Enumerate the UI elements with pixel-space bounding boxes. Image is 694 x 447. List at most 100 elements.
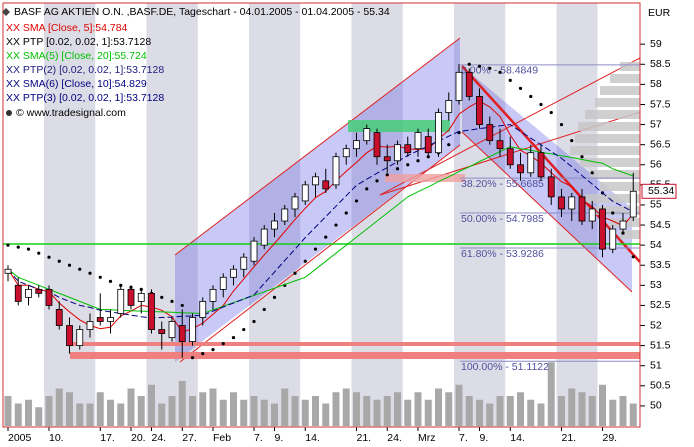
channel-line bbox=[174, 37, 461, 256]
sar-dot bbox=[570, 139, 574, 143]
candle-body bbox=[45, 288, 53, 306]
sar-dot bbox=[416, 159, 420, 163]
candle-body bbox=[578, 196, 586, 222]
volume-bar bbox=[558, 396, 565, 426]
candle-body bbox=[219, 276, 227, 290]
candle-body bbox=[537, 152, 545, 178]
x-tick-label: 29. bbox=[603, 432, 618, 444]
sar-dot bbox=[47, 255, 51, 259]
sar-dot bbox=[365, 187, 369, 191]
sar-dot bbox=[108, 279, 113, 283]
candle-body bbox=[271, 220, 278, 230]
y-tick-label: 50.5 bbox=[650, 380, 671, 392]
sar-dot bbox=[375, 179, 379, 183]
sar-dot bbox=[611, 211, 615, 215]
volume-bar bbox=[537, 403, 545, 426]
volume-bar bbox=[619, 396, 627, 426]
legend-entry: XX PTP(2) [0.02, 0.02, 1]:53.7128 bbox=[6, 64, 164, 76]
candle-body bbox=[281, 208, 289, 222]
sar-dot bbox=[88, 271, 92, 275]
volume-bar bbox=[127, 388, 135, 426]
volume-bar bbox=[383, 396, 391, 426]
sar-dot bbox=[98, 275, 102, 279]
volume-bar bbox=[137, 396, 145, 426]
candle-body bbox=[86, 321, 94, 330]
volume-bar bbox=[55, 388, 63, 426]
candle-body bbox=[424, 136, 432, 154]
volume-bar bbox=[260, 399, 268, 426]
sar-dot bbox=[67, 263, 72, 267]
candle-body bbox=[547, 176, 555, 198]
volume-bar bbox=[4, 396, 12, 426]
candle-body bbox=[158, 329, 166, 334]
volume-bar bbox=[609, 399, 617, 426]
y-tick-label: 54.5 bbox=[650, 219, 671, 231]
sar-dot bbox=[559, 122, 564, 127]
volume-bar bbox=[148, 384, 155, 426]
sar-dot bbox=[26, 247, 31, 251]
volume-bar bbox=[107, 399, 114, 426]
volume-bar bbox=[394, 392, 401, 426]
x-tick-label: 9. bbox=[480, 432, 489, 444]
candle-body bbox=[148, 292, 155, 330]
volume-bar bbox=[414, 392, 422, 426]
candle-body bbox=[55, 309, 63, 326]
volume-bar bbox=[353, 392, 360, 426]
sar-dot bbox=[293, 271, 297, 275]
sar-dot bbox=[539, 102, 543, 107]
x-tick-label: 21. bbox=[357, 432, 372, 444]
volume-bar bbox=[476, 399, 483, 426]
volume-bar bbox=[465, 396, 473, 426]
candle-body bbox=[168, 321, 176, 338]
y-tick-label: 56 bbox=[650, 159, 662, 171]
x-tick-label: 9. bbox=[275, 432, 284, 444]
sar-dot bbox=[385, 173, 389, 177]
candle-body bbox=[465, 71, 473, 97]
y-tick-label: 55 bbox=[650, 199, 662, 211]
y-tick-label: 50 bbox=[650, 400, 662, 412]
volume-bar bbox=[301, 399, 309, 426]
falling-channel bbox=[462, 66, 632, 292]
volume-bar bbox=[332, 392, 340, 426]
candle-body bbox=[506, 148, 514, 166]
y-tick-label: 59 bbox=[650, 38, 662, 50]
candle-body bbox=[383, 156, 391, 162]
sar-dot bbox=[508, 78, 512, 82]
volume-bar bbox=[568, 388, 576, 426]
candle-body bbox=[260, 228, 268, 246]
candle-body bbox=[394, 144, 401, 162]
candle-body bbox=[568, 196, 576, 210]
volume-bar bbox=[496, 396, 504, 426]
y-tick-label: 51.5 bbox=[650, 339, 671, 351]
volume-bar bbox=[66, 392, 73, 426]
candle-body bbox=[322, 180, 330, 190]
volume-bar bbox=[578, 392, 586, 426]
sar-dot bbox=[231, 335, 236, 340]
candle-body bbox=[178, 325, 186, 342]
volume-bar bbox=[629, 403, 637, 426]
y-tick-label: 51 bbox=[650, 359, 662, 371]
volume-bar bbox=[547, 362, 555, 426]
sar-dot bbox=[334, 223, 338, 227]
plot-frame bbox=[2, 2, 641, 428]
y-tick-label: 58 bbox=[650, 78, 662, 90]
x-tick-label: 20. bbox=[131, 432, 146, 444]
volume-bar bbox=[96, 392, 104, 426]
candle-body bbox=[342, 148, 350, 158]
y-tick-label: 57.5 bbox=[650, 98, 671, 110]
copyright: © www.tradesignal.com bbox=[16, 107, 126, 119]
sar-dot bbox=[242, 327, 246, 332]
candle-body bbox=[14, 284, 22, 302]
volume-bar bbox=[250, 396, 258, 426]
volume-bar bbox=[527, 399, 535, 426]
sar-dot bbox=[590, 171, 594, 175]
sar-dot bbox=[37, 251, 41, 255]
drawings bbox=[3, 37, 641, 363]
candle-body bbox=[240, 256, 248, 270]
candle-body bbox=[353, 140, 360, 150]
legend-entry: XX PTP(3) [0.02, 0.02, 1]:53.7128 bbox=[6, 92, 164, 104]
candle-body bbox=[496, 140, 504, 150]
volume-bar bbox=[209, 388, 217, 426]
sar-dot bbox=[406, 163, 410, 167]
support-band bbox=[70, 352, 640, 359]
